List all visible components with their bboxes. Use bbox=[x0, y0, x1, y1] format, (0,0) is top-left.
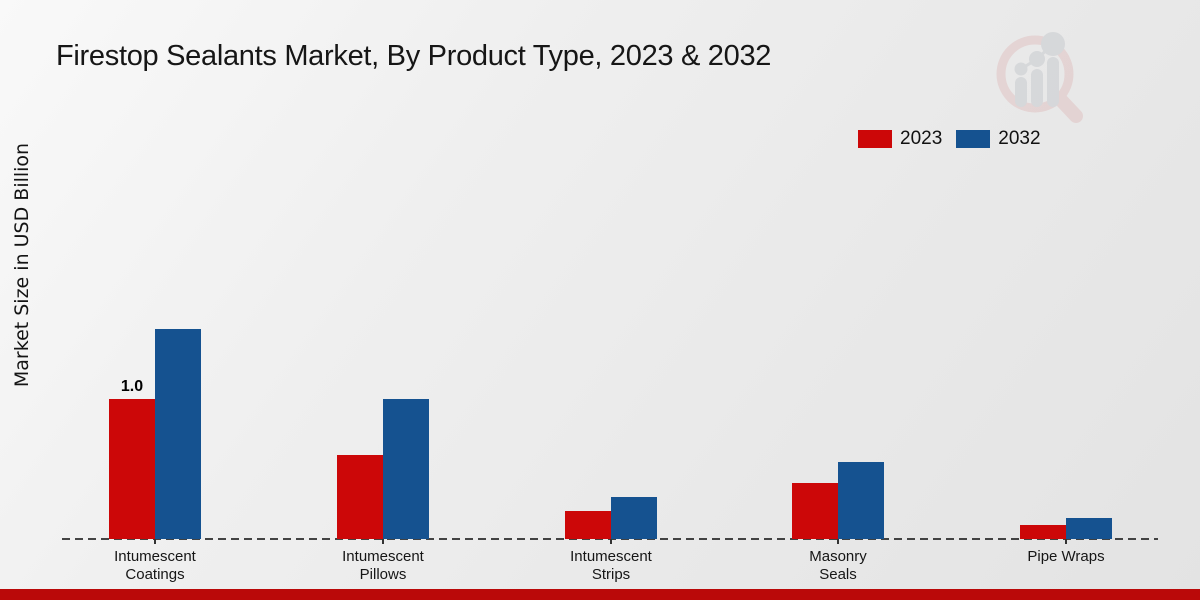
x-axis-tick bbox=[382, 539, 384, 544]
legend-swatch-2032 bbox=[956, 130, 991, 148]
footer-accent-bar bbox=[0, 589, 1200, 600]
legend-item-2023: 2023 bbox=[858, 128, 942, 150]
category-label: Intumescent Strips bbox=[570, 548, 652, 583]
legend: 2023 2032 bbox=[858, 128, 1041, 150]
bar-value-label: 1.0 bbox=[120, 378, 144, 395]
legend-swatch-2023 bbox=[858, 130, 892, 148]
bar-2032-masonry-seals bbox=[838, 462, 884, 539]
category-label: Pipe Wraps bbox=[1027, 548, 1105, 565]
bar-2032-intumescent-coatings bbox=[155, 329, 201, 539]
bar-2023-intumescent-coatings bbox=[109, 399, 155, 539]
x-axis-tick bbox=[1065, 539, 1067, 544]
category-label: Masonry Seals bbox=[809, 548, 867, 583]
x-axis-tick bbox=[610, 539, 612, 544]
legend-label-2023: 2023 bbox=[900, 128, 943, 149]
bar-2032-intumescent-strips bbox=[611, 497, 657, 539]
bar-2023-intumescent-pillows bbox=[337, 455, 383, 539]
bar-2032-pipe-wraps bbox=[1066, 518, 1112, 539]
bar-2023-masonry-seals bbox=[792, 483, 838, 539]
bar-2023-intumescent-strips bbox=[565, 511, 611, 539]
category-label: Intumescent Pillows bbox=[342, 548, 424, 583]
bar-2023-pipe-wraps bbox=[1020, 525, 1066, 539]
category-label: Intumescent Coatings bbox=[114, 548, 196, 583]
x-axis-tick bbox=[837, 539, 839, 544]
legend-label-2032: 2032 bbox=[998, 128, 1041, 149]
chart-title: Firestop Sealants Market, By Product Typ… bbox=[56, 40, 772, 72]
legend-item-2032: 2032 bbox=[956, 128, 1041, 150]
bar-2032-intumescent-pillows bbox=[383, 399, 429, 539]
x-axis-tick bbox=[154, 539, 156, 544]
